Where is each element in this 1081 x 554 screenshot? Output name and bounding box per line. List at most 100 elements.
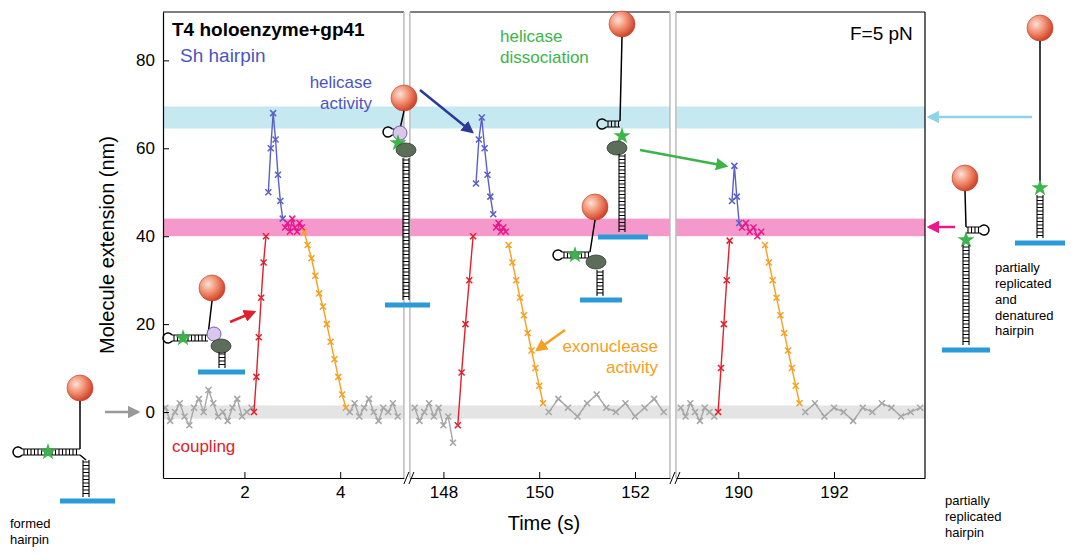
hairpin-loop [13,447,22,457]
x-tick-mark [834,472,835,478]
series-line [458,236,473,425]
marker [661,409,667,415]
marker [789,365,795,371]
annotation-line: hairpin [945,525,984,540]
band [676,219,925,237]
marker [316,290,322,296]
marker [275,172,281,178]
arrow [537,330,565,350]
marker [774,295,780,301]
marker [793,383,799,389]
marker [777,312,783,318]
dna-strand [79,401,81,449]
frame-top [410,11,670,12]
y-tick-label: 60 [136,139,155,158]
y-tick-label: 20 [136,315,155,334]
annotation-line: formed [10,516,50,531]
annotation-line: hairpin [10,532,49,547]
marker [594,391,600,397]
marker [328,339,334,345]
surface [1015,241,1065,246]
marker [431,413,437,419]
marker [459,369,465,375]
annotation: helicaseactivity [310,73,373,113]
dna-duplex [83,460,89,497]
marker [521,312,527,318]
marker [356,413,362,419]
marker [479,115,485,121]
marker [412,405,418,411]
marker [509,260,515,266]
band [163,219,404,237]
marker [724,277,730,283]
marker [785,348,791,354]
annotation: helicasedissociation [500,27,589,67]
y-tick-label: 0 [146,403,155,422]
marker [555,396,561,402]
marker [366,396,372,402]
marker [426,400,432,406]
marker [210,400,216,406]
axis-break [675,12,677,478]
annotation-line: dissociation [500,48,589,67]
annotation-line: exonuclease [563,337,658,356]
polymerase [211,339,231,353]
marker [196,396,202,402]
x-tick-mark [738,472,739,478]
x-tick-mark [244,472,245,478]
marker [261,260,267,266]
marker [821,413,827,419]
marker [565,405,571,411]
annotation-line: activity [606,358,658,377]
y-tick-mark [163,60,169,61]
annotation-line: denatured [995,308,1054,323]
x-tick: 190 [725,472,753,502]
marker [687,400,693,406]
marker [632,413,638,419]
marker [879,400,885,406]
annotation-line: partially [995,260,1040,275]
surface [385,303,430,308]
y-tick: 40 [136,227,169,246]
plot-area [676,107,925,424]
series-line [732,166,739,223]
dna-duplex [597,270,603,296]
marker [766,260,772,266]
marker [462,321,468,327]
marker [482,145,488,151]
marker [186,422,192,428]
x-tick: 192 [820,472,848,502]
dna-duplex [963,245,969,345]
dna-strand [590,220,595,252]
marker [727,238,733,244]
marker [692,409,698,415]
marker [869,409,875,415]
x-tick: 2 [240,472,249,502]
y-tick-mark [163,236,169,237]
marker [167,418,173,424]
dna-strand [1039,41,1041,183]
marker [584,400,590,406]
marker [532,365,538,371]
marker [229,405,235,411]
marker [841,409,847,415]
arrow [640,150,726,166]
marker [490,211,496,217]
x-tick: 4 [336,472,345,502]
series-line [509,245,543,403]
arrow [929,116,1032,119]
dna-duplex [1037,195,1043,238]
frame-top [163,11,404,12]
series-line [415,403,453,443]
marker [265,189,271,195]
schematics [13,11,1065,501]
marker [506,242,512,248]
marker [536,383,542,389]
arrow [929,226,955,229]
x-tick-mark [340,472,341,478]
marker [352,400,358,406]
x-tick-label: 2 [240,483,249,502]
surface [198,370,245,375]
label-star [39,443,56,459]
marker [339,391,345,397]
